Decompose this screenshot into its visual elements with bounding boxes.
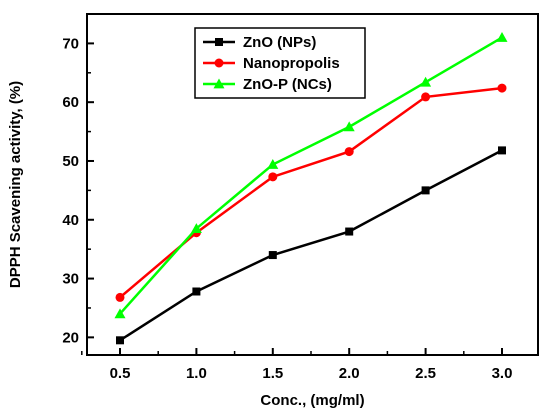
y-tick-label: 70 bbox=[62, 35, 79, 52]
data-point bbox=[345, 227, 354, 236]
data-point bbox=[421, 92, 431, 102]
y-tick-label: 30 bbox=[62, 271, 79, 288]
data-point bbox=[421, 186, 430, 195]
series-layer bbox=[114, 32, 508, 345]
legend-marker bbox=[214, 58, 224, 68]
data-point bbox=[497, 83, 507, 93]
data-point bbox=[498, 146, 506, 155]
data-point bbox=[192, 287, 201, 296]
x-tick-label: 3.0 bbox=[492, 365, 513, 382]
series-line-3 bbox=[119, 36, 503, 315]
series-line-1 bbox=[119, 149, 503, 342]
y-tick-label: 40 bbox=[62, 212, 79, 229]
legend-label: ZnO-P (NCs) bbox=[243, 76, 332, 93]
data-point bbox=[344, 147, 354, 157]
x-axis: 0.5 1.0 1.5 2.0 2.5 3.0 bbox=[81, 348, 513, 382]
legend-label: ZnO (NPs) bbox=[243, 34, 316, 51]
data-point bbox=[420, 76, 432, 87]
plot-frame bbox=[86, 13, 539, 356]
data-point bbox=[190, 223, 202, 233]
x-tick-label: 2.5 bbox=[415, 365, 436, 382]
legend-item: ZnO-P (NCs) bbox=[203, 76, 332, 93]
series-1 bbox=[116, 146, 506, 345]
y-tick-label: 20 bbox=[62, 329, 79, 346]
x-axis-title: Conc., (mg/ml) bbox=[260, 392, 364, 409]
legend-marker bbox=[215, 38, 223, 46]
x-tick-label: 1.0 bbox=[186, 365, 207, 382]
x-tick-label: 2.0 bbox=[339, 365, 360, 382]
x-tick-label: 1.5 bbox=[262, 365, 283, 382]
data-point bbox=[343, 121, 355, 132]
y-axis-title: DPPH Scavening activity, (%) bbox=[7, 81, 24, 288]
legend-item: ZnO (NPs) bbox=[203, 34, 316, 51]
y-axis: 20 30 40 50 60 70 bbox=[62, 35, 94, 346]
legend-marker bbox=[213, 78, 225, 89]
series-3 bbox=[114, 32, 508, 319]
data-point bbox=[114, 308, 126, 319]
legend-label: Nanopropolis bbox=[243, 55, 340, 72]
data-point bbox=[268, 172, 278, 182]
legend-item: Nanopropolis bbox=[203, 55, 340, 72]
legend: ZnO (NPs) Nanopropolis ZnO-P (NCs) bbox=[194, 27, 366, 99]
series-line-2 bbox=[119, 86, 503, 299]
data-point bbox=[115, 292, 125, 302]
series-2 bbox=[115, 83, 507, 302]
data-point bbox=[116, 336, 124, 345]
data-point bbox=[267, 159, 279, 169]
data-point bbox=[496, 32, 508, 42]
data-point bbox=[268, 251, 277, 260]
y-tick-label: 60 bbox=[62, 94, 79, 111]
y-tick-label: 50 bbox=[62, 153, 79, 170]
x-tick-label: 0.5 bbox=[110, 365, 131, 382]
plot-area bbox=[86, 13, 539, 356]
